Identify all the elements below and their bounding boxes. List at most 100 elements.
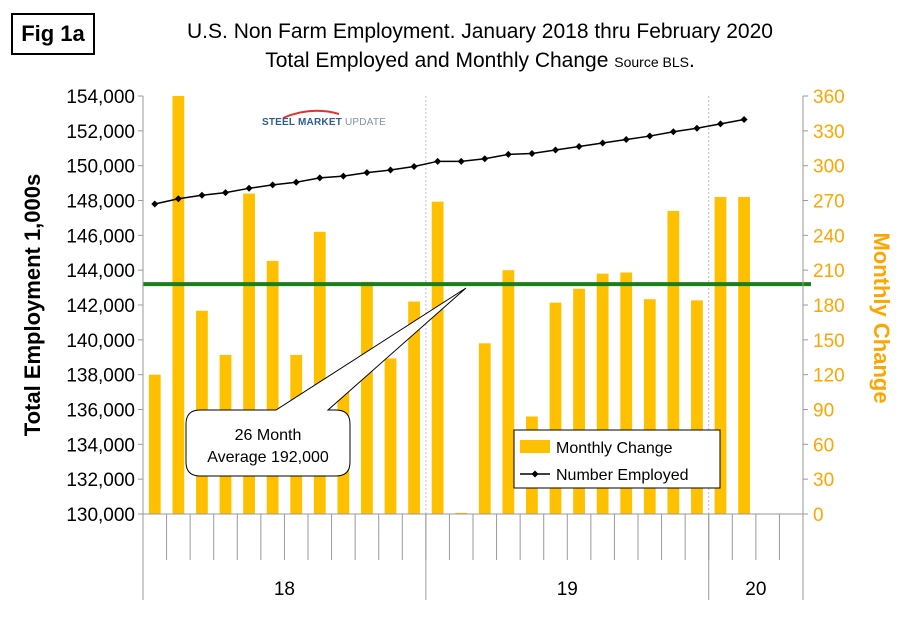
right-tick-label: 60 [813,435,834,456]
line-point [292,178,300,186]
left-tick-label: 130,000 [66,505,135,526]
left-axis-label: Total Employment 1,000s [20,174,45,436]
figure-label: Fig 1a [11,13,95,55]
bar [408,301,420,514]
left-tick-label: 134,000 [66,435,135,456]
x-year-label: 20 [745,579,766,600]
logo-text-1: STEEL MARKET [262,117,342,128]
bar [148,374,161,514]
logo-text-2: UPDATE [342,117,386,128]
left-tick-label: 132,000 [66,470,135,491]
chart-title-period: . [688,49,695,72]
line-point [269,181,277,189]
line-point [693,124,701,132]
line-point [222,189,229,197]
line-point [481,155,489,163]
bar [667,210,680,514]
bar [620,272,633,514]
bar [549,302,562,514]
line-point [740,116,748,124]
right-tick-label: 360 [813,87,845,108]
line-point [174,195,182,203]
legend-label-number-employed: Number Employed [556,467,689,484]
right-tick-label: 330 [813,122,845,143]
legend-marker-number-employed [531,470,539,478]
legend-swatch-monthly-change [520,440,550,453]
bar [455,512,468,514]
chart-title-line2: Total Employed and Monthly Change Source… [120,49,840,73]
left-tick-label: 154,000 [66,87,135,108]
line-markers [151,116,748,208]
right-tick-label: 30 [813,470,834,491]
bar [431,201,444,514]
callout-bubble [185,287,467,477]
bar [172,96,185,514]
left-tick-label: 148,000 [66,192,135,213]
average-callout: 26 Month Average 192,000 [185,287,467,477]
chart-title-source: Source BLS [614,54,689,70]
line-point [528,149,536,157]
left-tick-label: 140,000 [66,331,135,352]
line-point [410,163,418,171]
right-tick-label: 120 [813,366,845,387]
line-point [717,120,724,128]
left-tick-label: 152,000 [66,122,135,143]
line-point [198,191,206,199]
line-point [387,166,394,174]
left-tick-label: 136,000 [66,401,135,422]
line-point [599,139,607,147]
left-tick-label: 150,000 [66,157,135,178]
line-point [646,132,654,140]
line-point [504,150,512,158]
right-tick-label: 300 [813,157,845,178]
line-point [552,146,559,154]
bar [738,197,750,514]
right-tick-label: 90 [813,401,834,422]
right-tick-label: 180 [813,296,845,317]
chart-title-line1: U.S. Non Farm Employment. January 2018 t… [187,20,773,43]
right-tick-label: 240 [813,226,845,247]
right-tick-label: 210 [813,261,845,282]
line-point [339,172,347,180]
left-tick-label: 142,000 [66,296,135,317]
logo-swoosh-icon [282,109,340,119]
left-tick-label: 138,000 [66,366,135,387]
x-axis: 18 19 20 [142,514,804,600]
right-tick-label: 270 [813,192,845,213]
legend: Monthly Change Number Employed [513,429,721,489]
right-axis-ticks: 0 30 60 90 120 150 180 210 240 270 300 330 360 [803,87,845,526]
line-point [363,169,371,177]
bar [384,358,397,514]
bar [691,300,703,514]
bar [714,197,727,514]
legend-box [513,429,721,489]
line-point [457,157,465,165]
bar [243,193,255,515]
bar [266,260,279,514]
line-point [316,174,324,182]
right-axis-label: Monthly Change [869,232,894,403]
bar [596,273,609,514]
bar [573,288,585,514]
callout-line1: 26 Month [235,427,302,444]
steel-market-update-logo: STEEL MARKET UPDATE [262,117,386,128]
left-axis-ticks: 130,000 132,000 134,000 136,000 138,000 140,0… [66,87,143,526]
bar [478,343,491,514]
bar [643,299,656,514]
right-tick-label: 0 [813,505,824,526]
line-point [669,128,677,136]
chart-title-main: Total Employed and Monthly Change [265,49,609,72]
right-tick-label: 150 [813,331,845,352]
bar [361,281,373,514]
line-series-number-employed [154,118,745,205]
line-point [245,184,253,192]
line-point [622,136,630,144]
callout-line2: Average 192,000 [207,449,329,466]
line-point [151,200,159,208]
left-tick-label: 144,000 [66,261,135,282]
line-point [434,157,442,165]
legend-label-monthly-change: Monthly Change [556,440,673,457]
bar [313,231,326,514]
bar [502,270,515,514]
